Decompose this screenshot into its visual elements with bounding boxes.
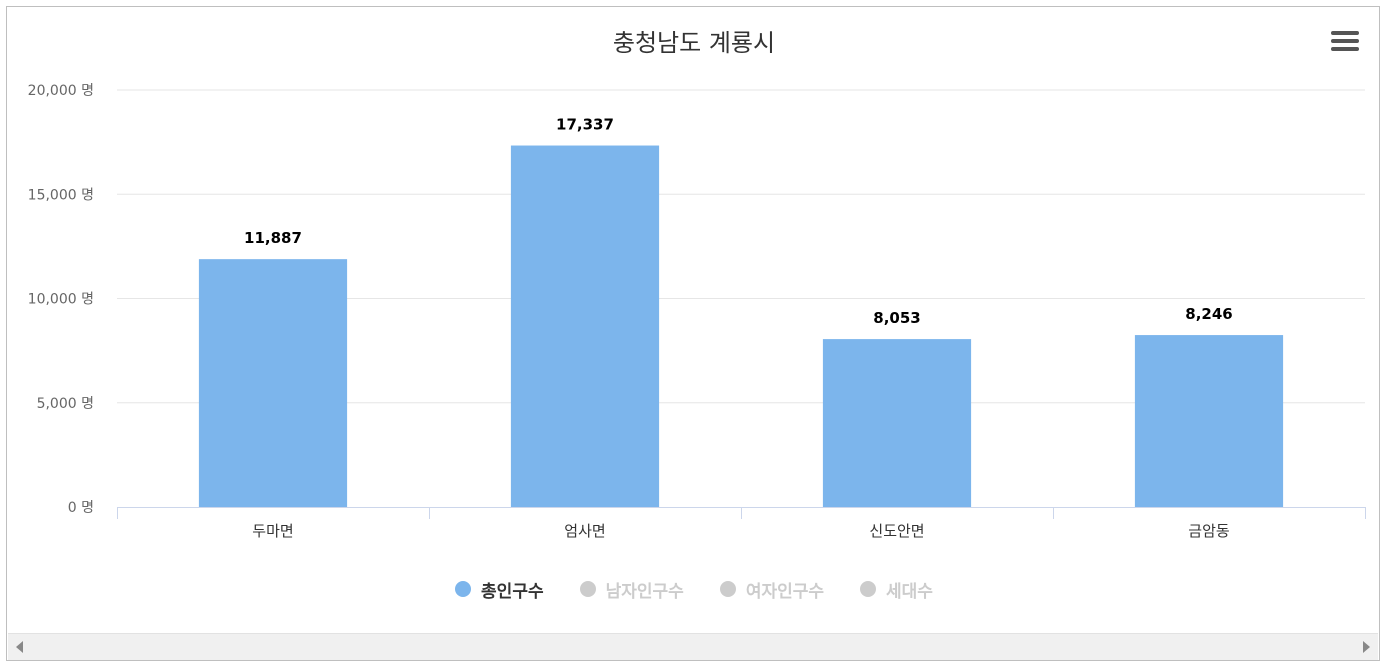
x-tick-label: 두마면 <box>252 522 293 540</box>
hamburger-menu-icon[interactable] <box>1331 31 1359 55</box>
legend-item-female[interactable]: 여자인구수 <box>719 577 825 602</box>
legend-item-households[interactable]: 세대수 <box>860 577 933 602</box>
scroll-left-icon[interactable] <box>16 641 23 653</box>
legend-label: 총인구수 <box>481 581 544 602</box>
legend-item-total[interactable]: 총인구수 <box>455 577 544 602</box>
y-tick-label: 0 명 <box>68 500 94 516</box>
chart-title: 충청남도 계룡시 <box>612 29 776 57</box>
y-tick-label: 15,000 명 <box>28 187 94 203</box>
horizontal-scrollbar[interactable] <box>8 633 1378 660</box>
x-tick-label: 신도안면 <box>869 522 924 540</box>
x-tick-label: 금암동 <box>1188 522 1230 540</box>
chart-legend: 총인구수 남자인구수 여자인구수 세대수 <box>7 575 1381 603</box>
legend-label: 세대수 <box>886 581 933 602</box>
y-tick-label: 5,000 명 <box>37 396 94 412</box>
bar <box>822 339 972 507</box>
legend-dot-icon <box>579 581 596 597</box>
bar <box>198 259 348 507</box>
x-tick-label: 엄사면 <box>564 522 605 540</box>
chart-container: 충청남도 계룡시 0 명 5,000 명 10,000 명 15,000 명 20,00… <box>6 6 1380 661</box>
data-label: 8,053 <box>873 309 920 327</box>
scroll-right-icon[interactable] <box>1363 641 1370 653</box>
y-tick-label: 20,000 명 <box>28 83 94 99</box>
legend-dot-icon <box>860 581 877 597</box>
legend-label: 남자인구수 <box>605 581 684 602</box>
data-label: 11,887 <box>244 229 302 247</box>
legend-label: 여자인구수 <box>745 581 825 602</box>
y-tick-label: 10,000 명 <box>28 292 94 308</box>
bar <box>1134 335 1284 507</box>
legend-dot-icon <box>719 581 736 597</box>
legend-item-male[interactable]: 남자인구수 <box>579 577 684 602</box>
data-label: 17,337 <box>556 116 614 134</box>
data-label: 8,246 <box>1185 305 1232 323</box>
chart-plot-area: 0 명 5,000 명 10,000 명 15,000 명 20,000 명 11,887… <box>28 83 1366 540</box>
legend-dot-icon <box>455 581 472 597</box>
bar <box>510 145 660 507</box>
